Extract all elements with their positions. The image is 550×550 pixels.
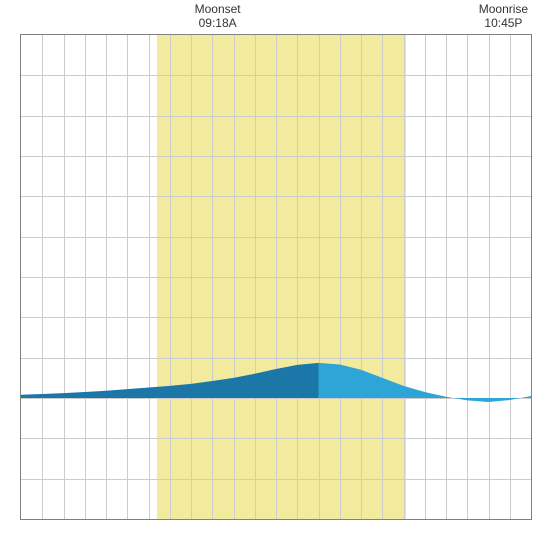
tide-chart: 1a2a3a4a5a6a7a8a9a1011121p2p3p4p5p6p7p8p… (0, 0, 550, 550)
moonset-time: 09:18A (188, 16, 248, 30)
moonrise-time: 10:45P (473, 16, 533, 30)
moonset-label: Moonset (188, 2, 248, 16)
moonrise-label: Moonrise (473, 2, 533, 16)
tide-falling (319, 363, 532, 402)
tide-rising (21, 363, 319, 398)
plot-area: 1a2a3a4a5a6a7a8a9a1011121p2p3p4p5p6p7p8p… (20, 34, 532, 520)
tide-area (21, 35, 531, 519)
